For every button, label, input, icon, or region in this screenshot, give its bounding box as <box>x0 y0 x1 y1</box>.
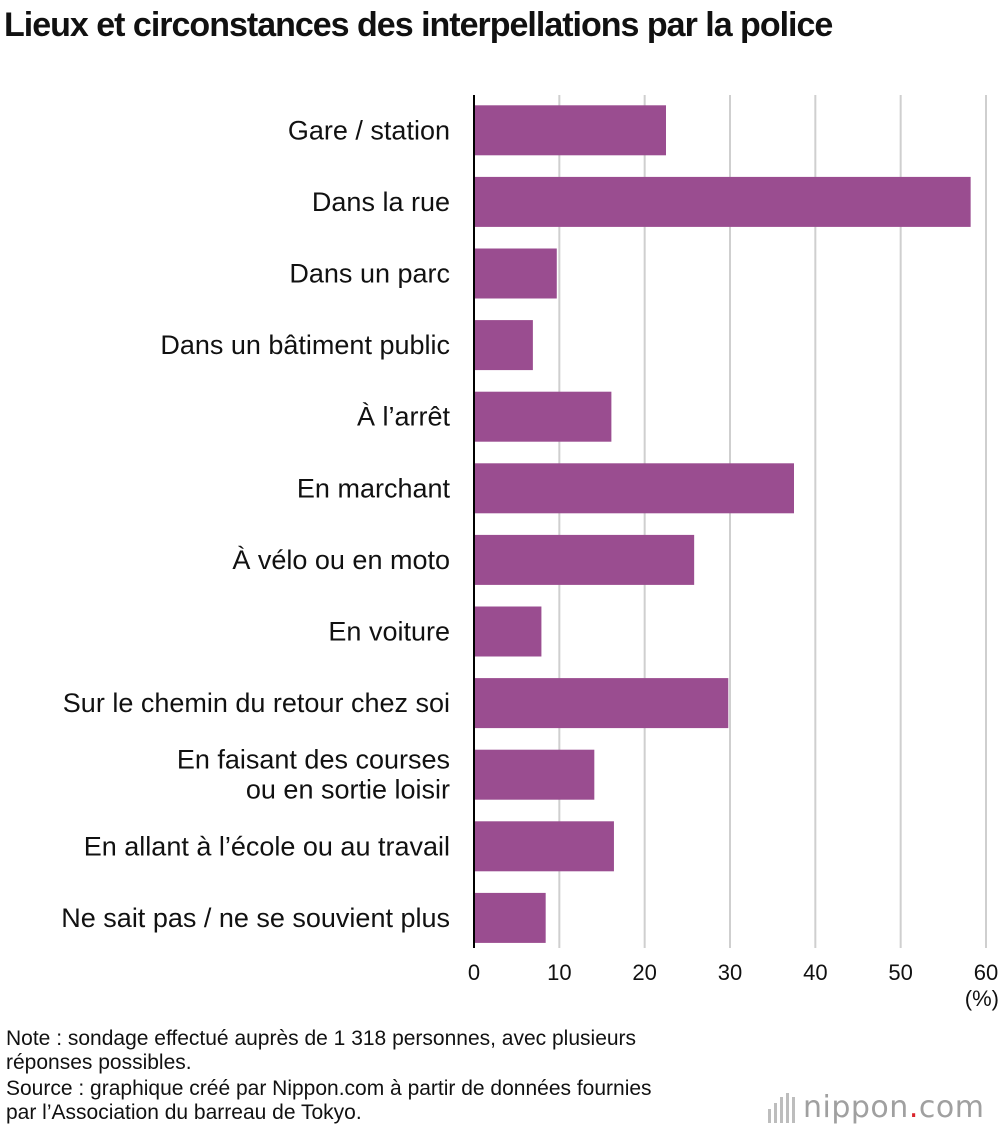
category-label-line: En faisant des courses <box>177 745 450 775</box>
x-tick-label: 10 <box>547 960 571 985</box>
category-label-line: Dans un parc <box>289 259 450 289</box>
bar <box>474 534 695 585</box>
category-label: Ne sait pas / ne se souvient plus <box>61 903 450 933</box>
bar <box>474 892 546 943</box>
category-label-line: Gare / station <box>288 115 450 145</box>
category-label: En voiture <box>328 617 450 647</box>
bar <box>474 105 666 156</box>
category-label: En allant à l’école ou au travail <box>84 831 450 861</box>
category-label: À vélo ou en moto <box>232 545 450 575</box>
x-tick-label: 30 <box>718 960 742 985</box>
bar-chart: Gare / station Dans la rue Dans un parc Dan… <box>61 95 999 1011</box>
bars <box>474 105 971 943</box>
logo-bars-icon <box>768 1092 795 1123</box>
category-label-line: Sur le chemin du retour chez soi <box>63 688 450 718</box>
bar <box>474 821 614 872</box>
category-label-line: Ne sait pas / ne se souvient plus <box>61 903 450 933</box>
bar <box>474 176 971 227</box>
source-text: Source : graphique créé par Nippon.com à… <box>6 1077 652 1124</box>
x-tick-labels: 0 10 20 30 40 50 60 <box>468 960 998 985</box>
x-tick-label: 60 <box>974 960 998 985</box>
logo-text: nippon.com <box>803 1090 985 1125</box>
chart-title: Lieux et circonstances des interpellatio… <box>4 6 833 44</box>
bar <box>474 248 557 299</box>
category-label: Dans un bâtiment public <box>160 330 450 360</box>
bar <box>474 320 533 371</box>
bar <box>474 678 729 729</box>
category-label: En marchant <box>297 473 451 503</box>
x-tick-label: 50 <box>888 960 912 985</box>
x-axis-unit: (%) <box>965 986 999 1011</box>
category-label: Gare / station <box>288 115 450 145</box>
category-label-line: En voiture <box>328 617 450 647</box>
category-label-line: Dans un bâtiment public <box>160 330 450 360</box>
x-tick-label: 0 <box>468 960 480 985</box>
bar <box>474 463 794 514</box>
category-label-line: À vélo ou en moto <box>232 545 450 575</box>
category-label: À l’arrêt <box>357 402 451 432</box>
category-label-line: Dans la rue <box>312 187 450 217</box>
x-tick-label: 40 <box>803 960 827 985</box>
category-label-line: À l’arrêt <box>357 402 451 432</box>
bar <box>474 606 542 657</box>
category-labels: Gare / station Dans la rue Dans un parc Dan… <box>61 115 450 933</box>
category-label: Dans un parc <box>289 259 450 289</box>
bar <box>474 391 612 442</box>
nippon-logo: nippon.com <box>768 1090 984 1125</box>
category-label: Sur le chemin du retour chez soi <box>63 688 450 718</box>
x-tick-label: 20 <box>632 960 656 985</box>
category-label: Dans la rue <box>312 187 450 217</box>
category-label: En faisant des courses ou en sortie loisi… <box>177 745 450 805</box>
category-label-line: ou en sortie loisir <box>246 775 450 805</box>
bar <box>474 749 595 800</box>
note-text: Note : sondage effectué auprès de 1 318 … <box>6 1027 637 1074</box>
gridlines <box>558 95 987 948</box>
category-label-line: En allant à l’école ou au travail <box>84 831 450 861</box>
category-label-line: En marchant <box>297 473 451 503</box>
